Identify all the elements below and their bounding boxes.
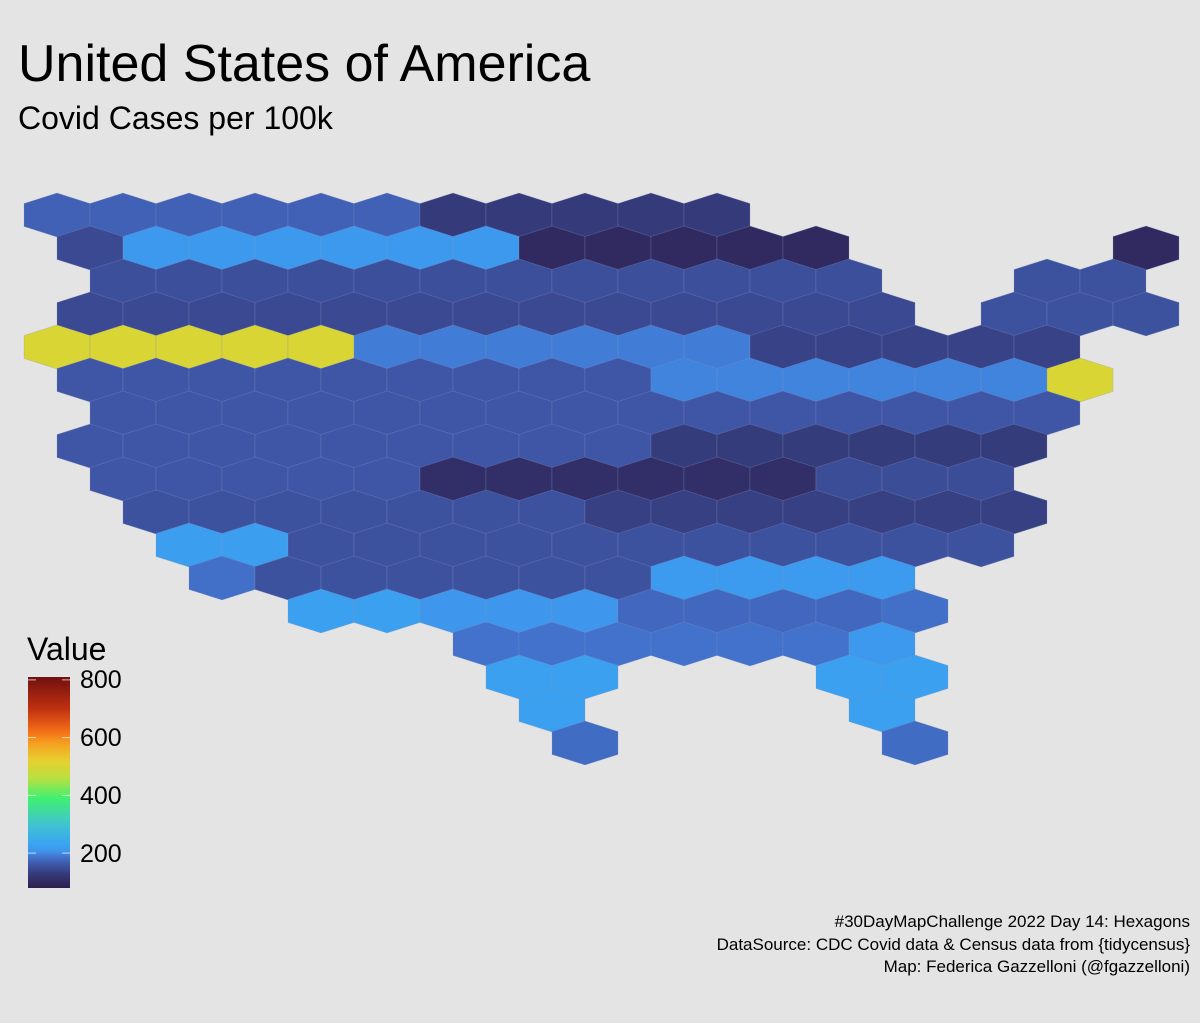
caption-datasource: DataSource: CDC Covid data & Census data… (716, 934, 1190, 954)
hex-cell (1112, 291, 1180, 337)
map-title: United States of America (18, 35, 591, 93)
legend-label-600: 600 (80, 724, 122, 752)
legend-label-200: 200 (80, 840, 122, 868)
legend-title: Value (27, 631, 107, 667)
hex-layer (23, 192, 1180, 766)
caption-author: Map: Federica Gazzelloni (@fgazzelloni) (883, 957, 1190, 976)
legend-label-800: 800 (80, 666, 122, 694)
hex-cell (947, 522, 1015, 568)
legend-label-400: 400 (80, 782, 122, 810)
hex-cell (881, 720, 949, 766)
map-subtitle: Covid Cases per 100k (18, 100, 333, 136)
legend-tick-marks (28, 679, 70, 854)
hex-cell (551, 720, 619, 766)
caption-challenge: #30DayMapChallenge 2022 Day 14: Hexagons (834, 912, 1190, 931)
caption: #30DayMapChallenge 2022 Day 14: Hexagons… (717, 911, 1190, 979)
legend-colorbar (28, 677, 70, 888)
